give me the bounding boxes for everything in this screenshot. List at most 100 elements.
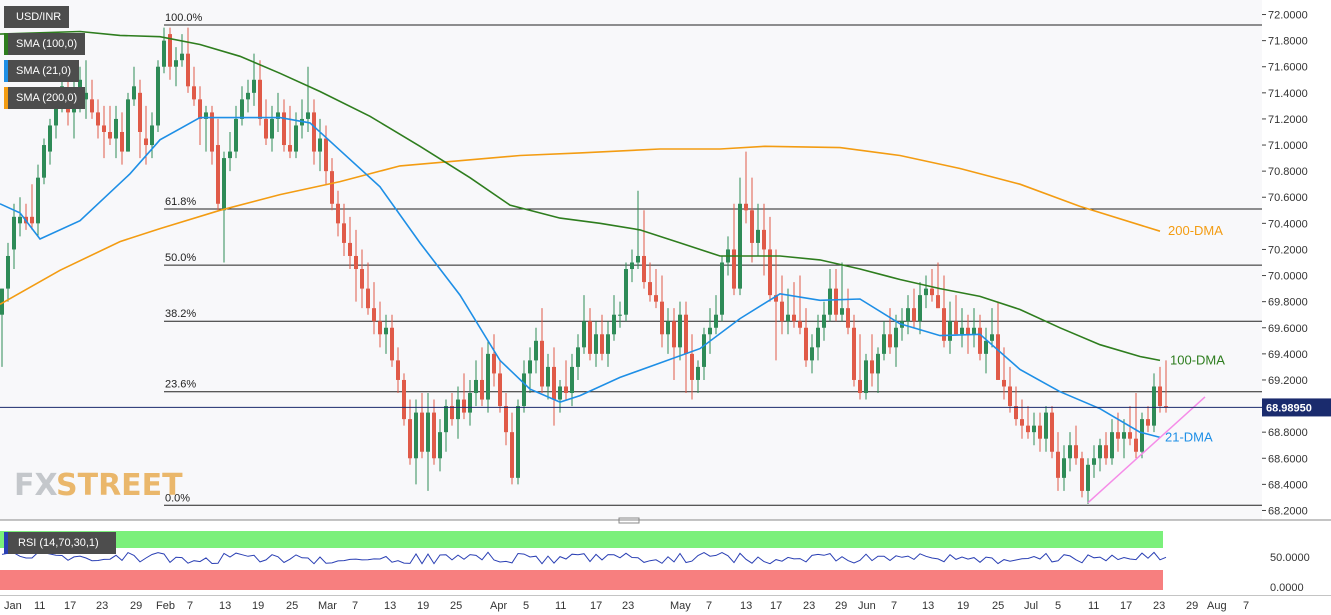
candle-body-107: [642, 255, 646, 283]
fib-label-3: 38.2%: [165, 308, 196, 320]
candle-body-149: [894, 327, 898, 348]
candle-body-35: [210, 112, 214, 152]
candle-body-181: [1086, 464, 1090, 491]
price-tick-13: 69.4000: [1268, 349, 1308, 361]
legend-symbol: USD/INR: [4, 6, 70, 28]
candle-body-124: [744, 203, 748, 211]
candle-body-55: [330, 171, 334, 204]
date-tick-3: 23: [96, 600, 108, 612]
price-tick-10: 70.0000: [1268, 271, 1308, 283]
candle-body-6: [36, 177, 40, 224]
price-tick-4: 71.2000: [1268, 114, 1308, 126]
candle-body-99: [594, 334, 598, 354]
fib-label-0: 100.0%: [165, 12, 203, 24]
price-tick-11: 69.8000: [1268, 297, 1308, 309]
candle-body-135: [810, 347, 814, 361]
candle-body-86: [516, 406, 520, 478]
candle-body-148: [888, 334, 892, 348]
candle-body-48: [288, 145, 292, 152]
candle-body-19: [114, 118, 118, 139]
candle-body-115: [690, 353, 694, 380]
candle-body-142: [852, 327, 856, 380]
candle-body-25: [150, 125, 154, 146]
candle-body-184: [1104, 445, 1108, 459]
candle-body-59: [354, 255, 358, 270]
date-tick-13: 19: [417, 600, 429, 612]
candle-body-180: [1080, 458, 1084, 491]
candle-body-43: [258, 79, 262, 119]
date-tick-33: 11: [1088, 600, 1099, 612]
candle-body-0: [0, 288, 4, 315]
date-tick-5: Feb: [156, 600, 175, 612]
legend-sma21-label: SMA (21,0): [16, 65, 72, 77]
candle-body-185: [1110, 432, 1114, 459]
candle-body-193: [1158, 386, 1162, 407]
candle-body-97: [582, 321, 586, 348]
price-tick-0: 72.0000: [1268, 10, 1308, 22]
candle-body-101: [606, 334, 610, 354]
candle-body-32: [192, 86, 196, 100]
price-tick-12: 69.6000: [1268, 323, 1308, 335]
candle-body-165: [990, 334, 994, 341]
candle-body-15: [90, 99, 94, 113]
trendline: [1087, 396, 1206, 504]
date-tick-32: 5: [1055, 600, 1061, 612]
candle-body-94: [564, 386, 568, 394]
candle-body-66: [396, 360, 400, 380]
candle-body-28: [168, 34, 172, 67]
candle-body-168: [1008, 386, 1012, 407]
candle-body-174: [1044, 412, 1048, 439]
date-tick-7: 13: [219, 600, 231, 612]
candle-body-29: [174, 60, 178, 67]
candle-body-102: [612, 314, 616, 335]
candle-body-88: [528, 360, 532, 374]
candle-body-31: [186, 53, 190, 87]
candle-body-70: [420, 412, 424, 452]
price-tick-17: 68.6000: [1268, 453, 1308, 465]
candle-body-69: [414, 412, 418, 459]
candle-body-45: [270, 118, 274, 139]
candle-body-169: [1014, 406, 1018, 420]
candle-body-37: [222, 158, 226, 211]
candle-body-23: [138, 92, 142, 132]
price-tick-1: 71.8000: [1268, 36, 1308, 48]
candle-body-167: [1002, 379, 1006, 387]
candle-body-58: [348, 242, 352, 256]
date-tick-36: 29: [1186, 600, 1198, 612]
date-tick-24: 23: [803, 600, 815, 612]
candle-body-91: [546, 366, 550, 387]
price-tick-6: 70.8000: [1268, 166, 1308, 178]
candle-body-46: [276, 112, 280, 119]
candle-body-152: [912, 308, 916, 322]
rsi-tick-0: 0.0000: [1270, 582, 1304, 594]
candle-body-170: [1020, 419, 1024, 426]
date-tick-30: 25: [992, 600, 1004, 612]
candle-body-175: [1050, 412, 1054, 452]
candle-body-52: [312, 112, 316, 152]
candle-body-92: [552, 366, 556, 400]
date-tick-9: 25: [286, 600, 298, 612]
candle-body-194: [1164, 406, 1168, 408]
fib-label-1: 61.8%: [165, 196, 196, 208]
fib-label-2: 50.0%: [165, 252, 196, 264]
candle-body-5: [30, 216, 34, 224]
legend-rsi: RSI (14,70,30,1): [4, 532, 116, 554]
candle-body-34: [204, 112, 208, 119]
candle-body-1: [6, 255, 10, 289]
candle-body-191: [1146, 419, 1150, 426]
legend-sma21: SMA (21,0): [4, 60, 80, 82]
candle-body-80: [480, 379, 484, 400]
candle-body-187: [1122, 432, 1126, 439]
candle-body-18: [108, 131, 112, 139]
candle-body-33: [198, 99, 202, 119]
candle-body-190: [1140, 419, 1144, 452]
svg-text:FX: FX: [14, 468, 58, 503]
sma21-line: [0, 116, 1161, 439]
candle-body-105: [630, 262, 634, 270]
current-price-value: 68.98950: [1266, 402, 1312, 414]
date-tick-34: 17: [1120, 600, 1132, 612]
candle-body-40: [240, 99, 244, 119]
candle-body-89: [534, 340, 538, 361]
candle-body-133: [798, 321, 802, 328]
